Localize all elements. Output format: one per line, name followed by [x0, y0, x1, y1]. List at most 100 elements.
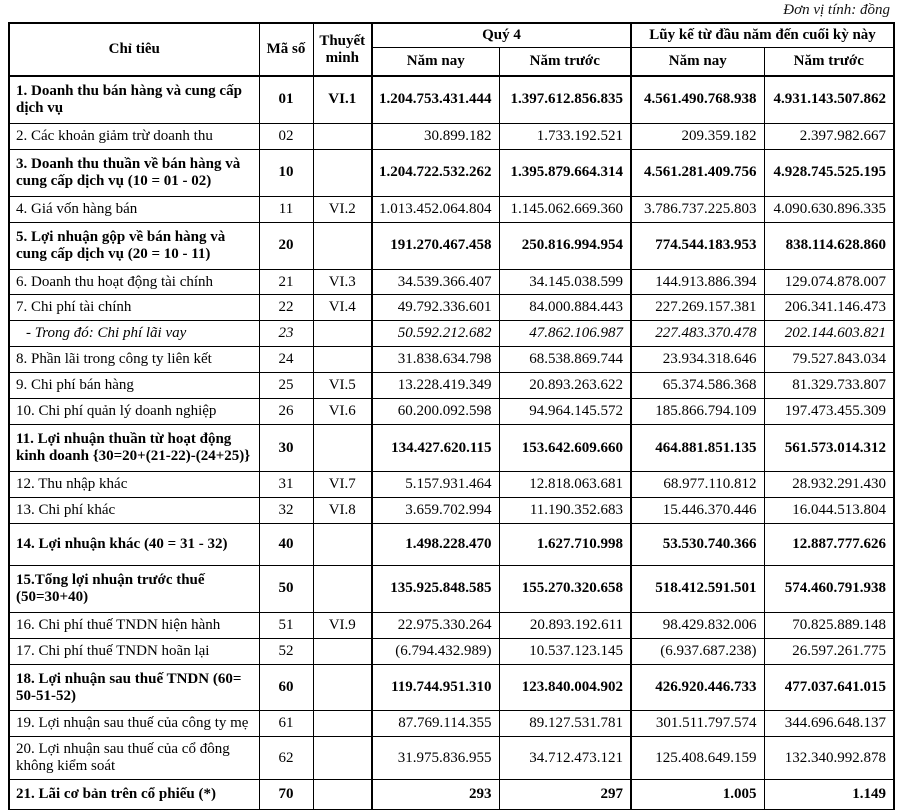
row-q4-current-cell: 293	[371, 779, 500, 810]
row-q4-current-cell: 1.204.753.431.444	[371, 75, 500, 124]
row-code-cell: 26	[258, 398, 314, 426]
row-q4-prior-cell: 47.862.106.987	[498, 320, 632, 348]
row-ytd-prior-cell: 838.114.628.860	[763, 221, 895, 270]
row-note-cell: VI.1	[312, 75, 373, 124]
row-q4-current-cell: 34.539.366.407	[371, 268, 500, 296]
row-label-cell: 21. Lãi cơ bản trên cổ phiếu (*)	[8, 779, 260, 810]
row-q4-prior-cell: 1.145.062.669.360	[498, 195, 632, 223]
row-q4-prior-cell: 1.627.710.998	[498, 522, 632, 566]
row-label-cell: 13. Chi phí khác	[8, 496, 260, 524]
row-ytd-current-cell: 65.374.586.368	[630, 372, 765, 400]
row-note-cell	[312, 320, 373, 348]
row-q4-prior-cell: 20.893.263.622	[498, 372, 632, 400]
table-row: 8. Phần lãi trong công ty liên kết 24 31.8…	[8, 346, 895, 374]
row-q4-prior-cell: 123.840.004.902	[498, 663, 632, 712]
row-ytd-prior-cell: 79.527.843.034	[763, 346, 895, 374]
row-label-cell: 7. Chi phí tài chính	[8, 294, 260, 322]
row-label-cell: 9. Chi phí bán hàng	[8, 372, 260, 400]
row-ytd-current-cell: 518.412.591.501	[630, 564, 765, 613]
row-q4-prior-cell: 34.145.038.599	[498, 268, 632, 296]
row-label-cell: 6. Doanh thu hoạt động tài chính	[8, 268, 260, 296]
row-label-cell: 12. Thu nhập khác	[8, 471, 260, 498]
table-row: 5. Lợi nhuận gộp về bán hàng và cung cấp…	[8, 221, 895, 270]
header-note: Thuyết minh	[312, 22, 373, 77]
row-note-cell: VI.5	[312, 372, 373, 400]
row-code-cell: 23	[258, 320, 314, 348]
row-code-cell: 01	[258, 75, 314, 124]
row-note-cell	[312, 663, 373, 712]
row-label-cell: 3. Doanh thu thuần về bán hàng và cung c…	[8, 148, 260, 197]
header-ytd-prior-year: Năm trước	[763, 46, 895, 77]
table-row: 7. Chi phí tài chính 22 VI.4 49.792.336.601…	[8, 294, 895, 322]
row-note-cell	[312, 779, 373, 810]
table-row: 9. Chi phí bán hàng 25 VI.5 13.228.419.349 2…	[8, 372, 895, 400]
row-label-cell: 11. Lợi nhuận thuần từ hoạt động kinh do…	[8, 424, 260, 472]
header-items: Chỉ tiêu	[8, 22, 260, 77]
row-label-cell: 2. Các khoản giảm trừ doanh thu	[8, 122, 260, 150]
row-ytd-prior-cell: 4.928.745.525.195	[763, 148, 895, 197]
row-q4-current-cell: 50.592.212.682	[371, 320, 500, 348]
row-q4-current-cell: 87.769.114.355	[371, 710, 500, 738]
row-ytd-prior-cell: 16.044.513.804	[763, 496, 895, 524]
row-q4-current-cell: 22.975.330.264	[371, 611, 500, 639]
row-q4-prior-cell: 34.712.473.121	[498, 736, 632, 781]
row-q4-current-cell: 135.925.848.585	[371, 564, 500, 613]
row-ytd-current-cell: 3.786.737.225.803	[630, 195, 765, 223]
row-note-cell: VI.6	[312, 398, 373, 426]
row-label-cell: 5. Lợi nhuận gộp về bán hàng và cung cấp…	[8, 221, 260, 270]
row-label-cell: 4. Giá vốn hàng bán	[8, 195, 260, 223]
row-code-cell: 21	[258, 268, 314, 296]
row-ytd-current-cell: 227.483.370.478	[630, 320, 765, 348]
row-note-cell: VI.8	[312, 496, 373, 524]
row-ytd-prior-cell: 574.460.791.938	[763, 564, 895, 613]
row-ytd-prior-cell: 197.473.455.309	[763, 398, 895, 426]
table-row: 18. Lợi nhuận sau thuế TNDN (60= 50-51-5…	[8, 663, 895, 712]
row-ytd-current-cell: 23.934.318.646	[630, 346, 765, 374]
row-q4-current-cell: 5.157.931.464	[371, 471, 500, 498]
row-note-cell	[312, 122, 373, 150]
row-q4-current-cell: 1.013.452.064.804	[371, 195, 500, 223]
row-ytd-current-cell: 68.977.110.812	[630, 471, 765, 498]
row-q4-prior-cell: 250.816.994.954	[498, 221, 632, 270]
table-row: 21. Lãi cơ bản trên cổ phiếu (*) 70 293 297…	[8, 779, 895, 810]
table-row: 15.Tổng lợi nhuận trước thuế (50=30+40) 5…	[8, 564, 895, 613]
income-statement-table: Chỉ tiêu Mã số Thuyết minh Quý 4 Lũy kế …	[8, 22, 896, 810]
row-ytd-prior-cell: 1.149	[763, 779, 895, 810]
row-ytd-current-cell: 15.446.370.446	[630, 496, 765, 524]
row-ytd-current-cell: 774.544.183.953	[630, 221, 765, 270]
table-row: 11. Lợi nhuận thuần từ hoạt động kinh do…	[8, 424, 895, 472]
row-code-cell: 40	[258, 522, 314, 566]
row-ytd-prior-cell: 2.397.982.667	[763, 122, 895, 150]
table-row: 17. Chi phí thuế TNDN hoãn lại 52 (6.794.4…	[8, 637, 895, 665]
row-q4-prior-cell: 1.733.192.521	[498, 122, 632, 150]
row-q4-current-cell: 119.744.951.310	[371, 663, 500, 712]
table-row: 14. Lợi nhuận khác (40 = 31 - 32) 40 1.498…	[8, 522, 895, 566]
row-q4-current-cell: 191.270.467.458	[371, 221, 500, 270]
row-ytd-prior-cell: 344.696.648.137	[763, 710, 895, 738]
row-ytd-prior-cell: 202.144.603.821	[763, 320, 895, 348]
row-note-cell	[312, 522, 373, 566]
row-ytd-prior-cell: 477.037.641.015	[763, 663, 895, 712]
row-ytd-current-cell: 4.561.281.409.756	[630, 148, 765, 197]
row-q4-current-cell: 60.200.092.598	[371, 398, 500, 426]
row-ytd-prior-cell: 4.931.143.507.862	[763, 75, 895, 124]
row-ytd-current-cell: 209.359.182	[630, 122, 765, 150]
row-q4-prior-cell: 12.818.063.681	[498, 471, 632, 498]
row-note-cell	[312, 221, 373, 270]
row-label-cell: 14. Lợi nhuận khác (40 = 31 - 32)	[8, 522, 260, 566]
row-ytd-current-cell: 98.429.832.006	[630, 611, 765, 639]
row-code-cell: 30	[258, 424, 314, 472]
row-code-cell: 52	[258, 637, 314, 665]
unit-note: Đơn vị tính: đồng	[783, 2, 890, 18]
row-code-cell: 51	[258, 611, 314, 639]
row-code-cell: 31	[258, 471, 314, 498]
row-ytd-current-cell: 125.408.649.159	[630, 736, 765, 781]
header-group-q4: Quý 4	[370, 22, 632, 48]
row-ytd-prior-cell: 132.340.992.878	[763, 736, 895, 781]
row-ytd-prior-cell: 28.932.291.430	[763, 471, 895, 498]
row-label-cell: 18. Lợi nhuận sau thuế TNDN (60= 50-51-5…	[8, 663, 260, 712]
row-q4-prior-cell: 68.538.869.744	[498, 346, 632, 374]
row-ytd-current-cell: 1.005	[630, 779, 765, 810]
row-label-cell: 15.Tổng lợi nhuận trước thuế (50=30+40)	[8, 564, 260, 613]
table-row: 1. Doanh thu bán hàng và cung cấp dịch v…	[8, 75, 895, 124]
